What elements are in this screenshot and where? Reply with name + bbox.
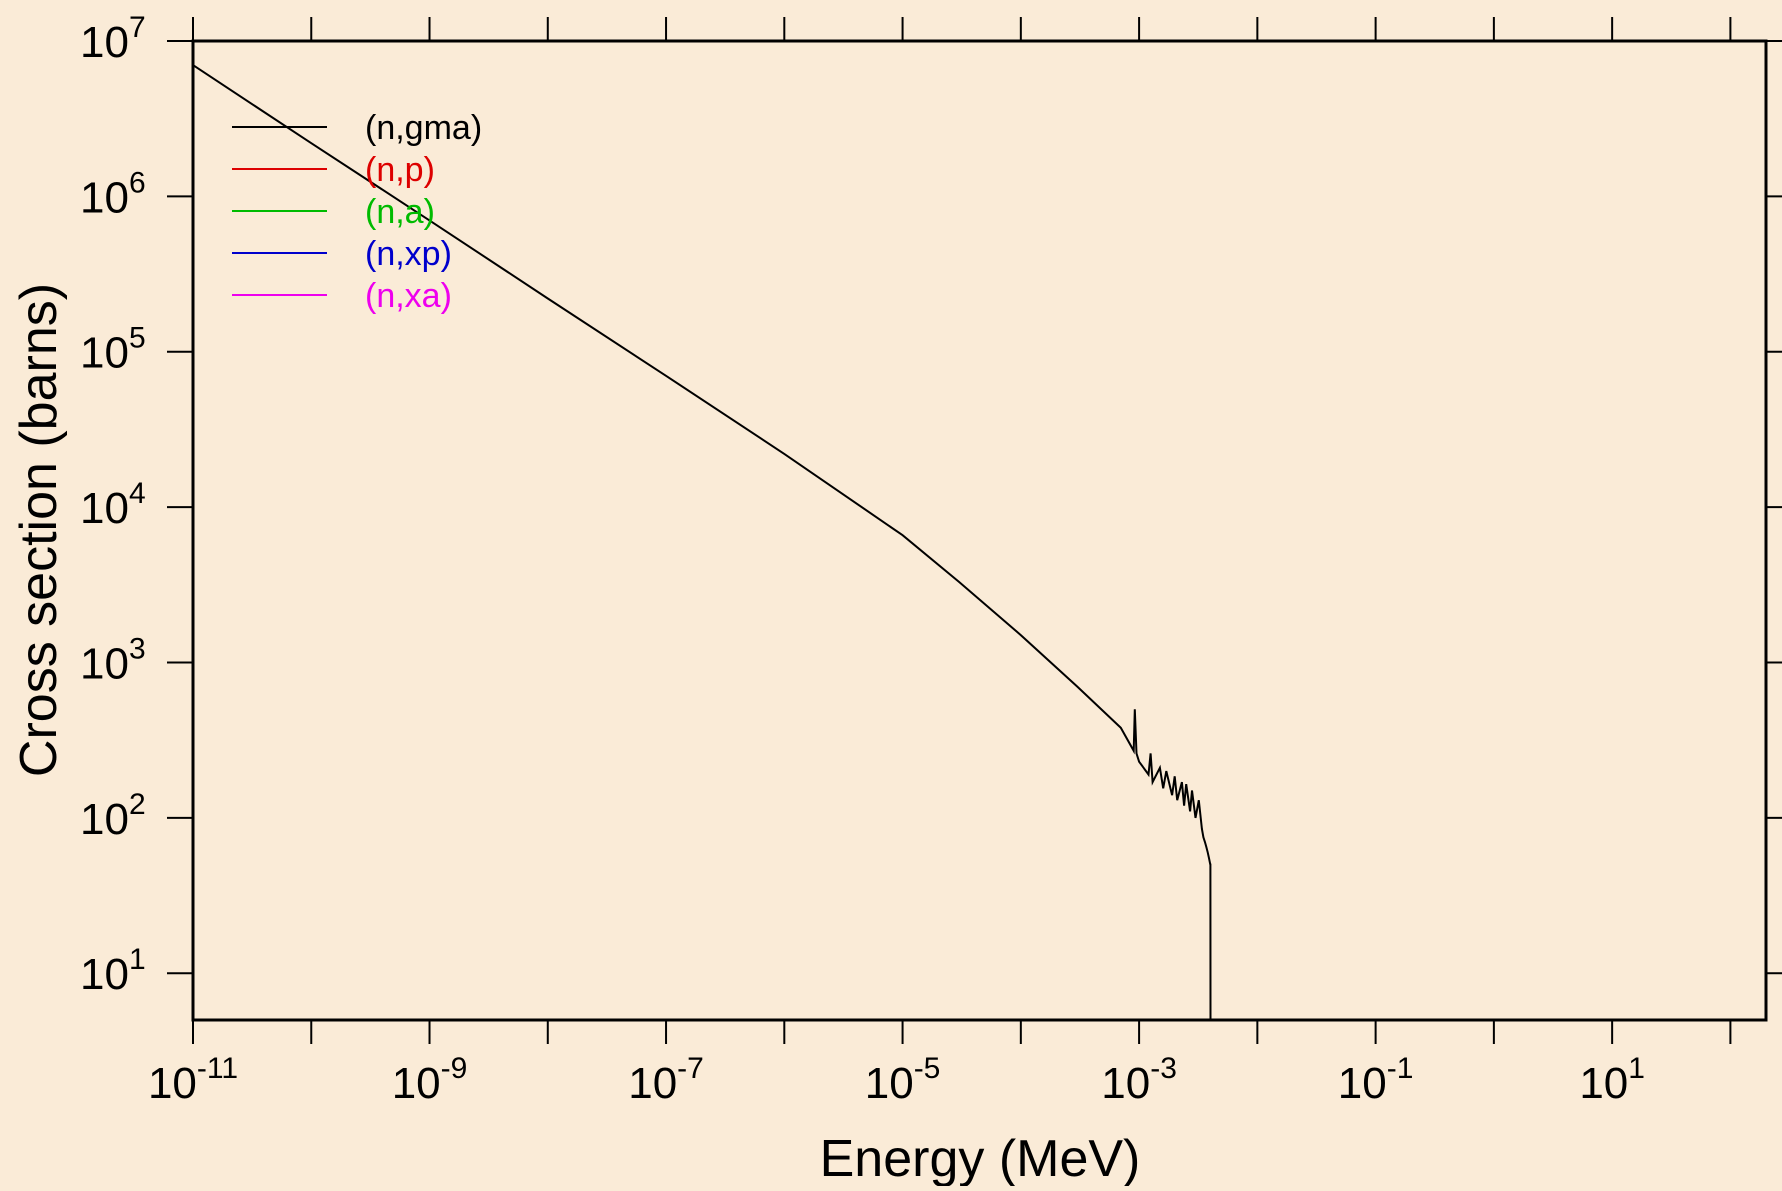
legend-label: (n,xp) bbox=[365, 235, 452, 273]
x-tick-label: 10-5 bbox=[865, 1052, 941, 1108]
x-tick-label: 101 bbox=[1579, 1052, 1645, 1108]
y-tick-label: 104 bbox=[80, 477, 146, 533]
plot-area-background bbox=[193, 41, 1766, 1020]
x-tick-label: 10-9 bbox=[392, 1052, 468, 1108]
y-tick-label: 102 bbox=[80, 788, 146, 844]
legend-label: (n,xa) bbox=[365, 277, 452, 315]
legend-label: (n,gma) bbox=[365, 109, 482, 147]
legend-label: (n,p) bbox=[365, 151, 435, 189]
y-tick-label: 101 bbox=[80, 943, 146, 999]
series-line-0 bbox=[192, 64, 1212, 1021]
y-tick-label: 106 bbox=[80, 166, 146, 222]
plot-frame bbox=[191, 39, 1768, 1022]
y-tick-label: 105 bbox=[80, 322, 146, 378]
y-tick-labels: 101 102 103 104 105 106 107 bbox=[80, 11, 146, 999]
legend: (n,gma) (n,p) (n,a) (n,xp) (n,xa) bbox=[232, 109, 482, 315]
x-tick-label: 10-3 bbox=[1101, 1052, 1177, 1108]
legend-label: (n,a) bbox=[365, 193, 435, 231]
y-tick-label: 107 bbox=[80, 11, 146, 67]
tick-layer bbox=[167, 17, 1782, 1044]
y-tick-label: 103 bbox=[80, 632, 146, 688]
x-tick-labels: 10-11 10-9 10-7 10-5 10-3 10-1 101 bbox=[148, 1052, 1645, 1108]
x-tick-label: 10-7 bbox=[628, 1052, 704, 1108]
y-axis-label: Cross section (barns) bbox=[10, 283, 68, 777]
x-axis-label: Energy (MeV) bbox=[820, 1130, 1141, 1186]
x-tick-label: 10-1 bbox=[1338, 1052, 1414, 1108]
x-tick-label: 10-11 bbox=[148, 1052, 238, 1108]
